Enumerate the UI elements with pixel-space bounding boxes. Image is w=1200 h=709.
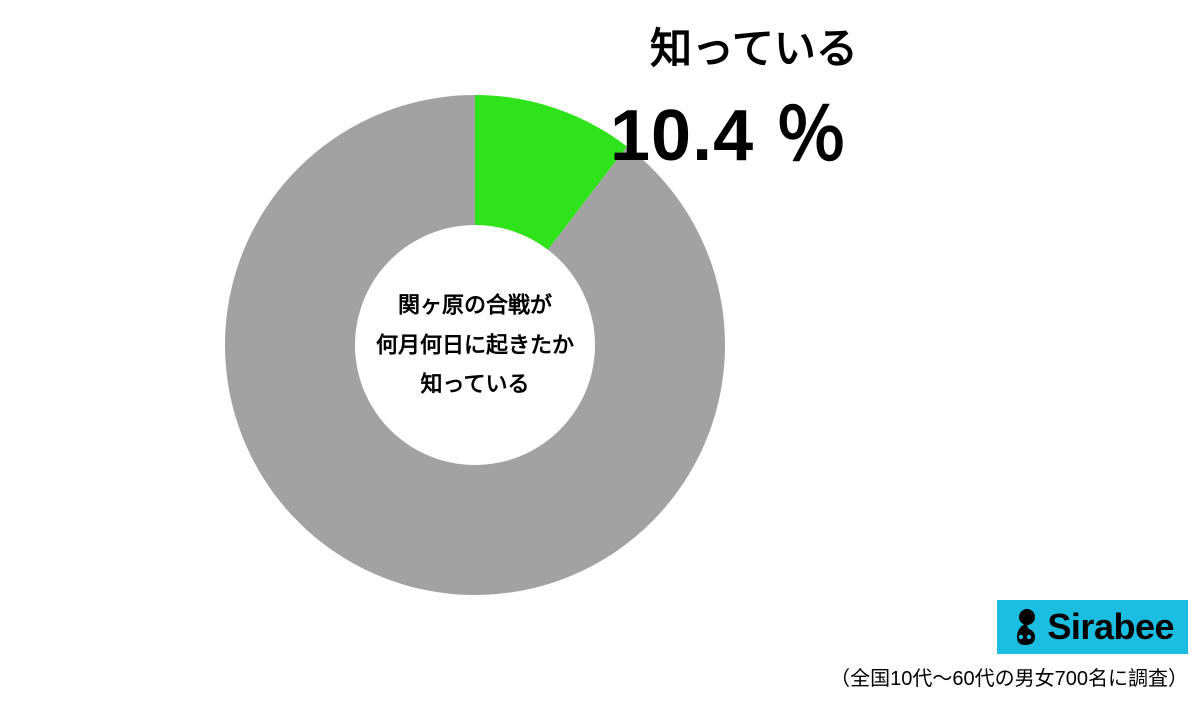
callout-value: 10.4 ％ xyxy=(610,76,858,181)
center-line-1: 関ヶ原の合戦が xyxy=(376,286,574,326)
logo-text: Sirabee xyxy=(1047,606,1174,648)
callout-label: 知っている xyxy=(650,15,858,76)
sirabee-logo: Sirabee xyxy=(997,600,1188,654)
chart-center-text: 関ヶ原の合戦が 何月何日に起きたか 知っている xyxy=(376,286,574,405)
center-line-2: 何月何日に起きたか xyxy=(376,325,574,365)
highlight-callout: 知っている 10.4 ％ xyxy=(610,15,858,181)
center-line-3: 知っている xyxy=(376,365,574,405)
sirabee-logo-icon xyxy=(1007,607,1041,647)
survey-note: （全国10代～60代の男女700名に調査） xyxy=(830,662,1188,691)
